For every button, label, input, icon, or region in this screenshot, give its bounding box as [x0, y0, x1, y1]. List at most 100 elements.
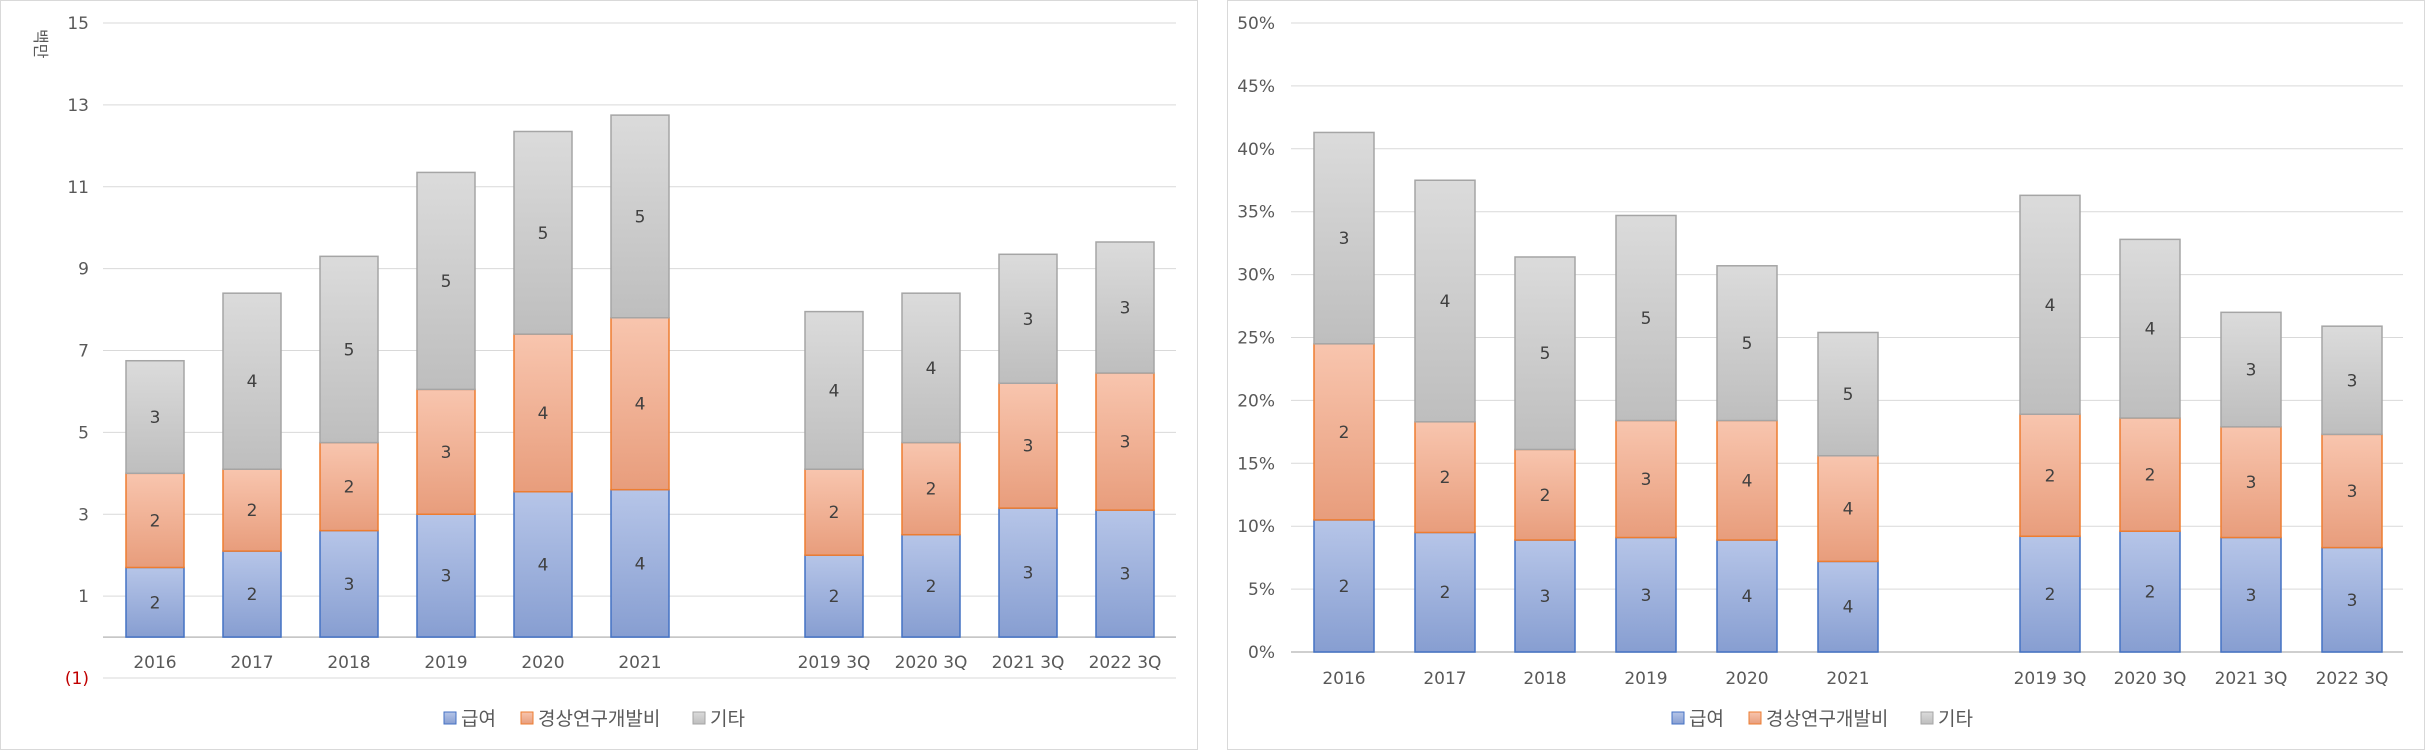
- bar-value-label: 4: [1843, 598, 1854, 618]
- bar-segment: [2019, 535, 2081, 653]
- bar-segment: [1514, 448, 1576, 541]
- bar-segment: [998, 253, 1058, 384]
- left-chart: 15 13 11 9 7 5 3 1 (1) 백만 2 2 3 2016 2 2 4 2017 3 2 5 2018 3 3 5…: [31, 14, 1176, 730]
- bar-segment: [610, 317, 670, 491]
- bar-segment: [1313, 131, 1375, 345]
- bar-segment: [804, 310, 864, 470]
- legend-entry: 기타: [710, 708, 745, 730]
- bar-segment: [416, 388, 476, 515]
- y-tick-label: 30%: [1237, 266, 1275, 286]
- y-tick-label: 45%: [1237, 77, 1275, 97]
- x-tick-label: 2019 3Q: [2014, 669, 2087, 689]
- bar-segment: [416, 171, 476, 391]
- bar-segment: [1716, 539, 1778, 653]
- bar-segment: [1414, 179, 1476, 423]
- bar-segment: [1817, 331, 1879, 457]
- bar-segment: [2019, 194, 2081, 415]
- legend-swatch: [692, 711, 706, 725]
- bar-segment: [1514, 256, 1576, 451]
- legend-entry: 급여: [1689, 708, 1724, 730]
- bar-segment: [125, 472, 185, 569]
- bar-value-label: 3: [441, 443, 452, 463]
- y-tick-label: 1: [78, 587, 89, 607]
- legend-swatch: [520, 711, 534, 725]
- bar-value-label: 3: [1339, 229, 1350, 249]
- bar-value-label: 3: [2347, 591, 2358, 611]
- legend-entry: 급여: [461, 708, 496, 730]
- y-tick-label: 40%: [1237, 140, 1275, 160]
- bar-segment: [1414, 531, 1476, 653]
- x-tick-label: 2021: [618, 653, 661, 673]
- bar-value-label: 4: [247, 372, 258, 392]
- bar-value-label: 5: [538, 224, 549, 244]
- bar-segment: [2220, 311, 2282, 428]
- bar-value-label: 4: [926, 359, 937, 379]
- y-tick-label: 11: [67, 178, 89, 198]
- x-tick-label: 2020 3Q: [2114, 669, 2187, 689]
- bar-value-label: 3: [1540, 587, 1551, 607]
- bar-value-label: 2: [2045, 585, 2056, 605]
- y-tick-label: 35%: [1237, 203, 1275, 223]
- y-tick-label: 25%: [1237, 329, 1275, 349]
- y-tick-label: 50%: [1237, 14, 1275, 34]
- bar-value-label: 2: [150, 593, 161, 613]
- bar-segment: [319, 255, 379, 444]
- bar-segment: [1615, 214, 1677, 422]
- bar-value-label: 4: [635, 554, 646, 574]
- bar-value-label: 2: [247, 501, 258, 521]
- y-tick-label: 10%: [1237, 517, 1275, 537]
- bar-value-label: 2: [150, 511, 161, 531]
- legend-swatch: [1748, 711, 1762, 725]
- y-tick-label: 0%: [1248, 643, 1275, 663]
- bar-value-label: 3: [1120, 565, 1131, 585]
- legend-entry: 기타: [1938, 708, 1973, 730]
- bar-value-label: 2: [2145, 583, 2156, 603]
- bar-segment: [2019, 413, 2081, 538]
- bar-value-label: 2: [829, 587, 840, 607]
- bar-value-label: 5: [344, 340, 355, 360]
- bar-segment: [125, 359, 185, 475]
- bar-segment: [901, 441, 961, 536]
- bar-value-label: 5: [1742, 334, 1753, 354]
- bar-value-label: 5: [441, 272, 452, 292]
- bar-value-label: 3: [2347, 482, 2358, 502]
- y-tick-label: 9: [78, 260, 89, 280]
- x-tick-label: 2021: [1826, 669, 1869, 689]
- bar-segment: [1095, 241, 1155, 374]
- bar-value-label: 2: [1440, 583, 1451, 603]
- x-tick-label: 2019 3Q: [798, 653, 871, 673]
- bar-value-label: 4: [538, 404, 549, 424]
- bar-segment: [1615, 536, 1677, 653]
- bar-segment: [804, 468, 864, 556]
- bar-value-label: 4: [1742, 587, 1753, 607]
- x-tick-label: 2016: [1322, 669, 1365, 689]
- bar-value-label: 4: [538, 555, 549, 575]
- bar-segment: [513, 130, 573, 335]
- x-tick-label: 2017: [1423, 669, 1466, 689]
- bar-value-label: 4: [1843, 500, 1854, 520]
- right-chart: 50% 45% 40% 35% 30% 25% 20% 15% 10% 5% 0% 2 2 3 2016 2 2…: [1237, 14, 2403, 730]
- bar-value-label: 4: [2045, 296, 2056, 316]
- bar-value-label: 2: [1440, 468, 1451, 488]
- x-tick-label: 2022 3Q: [1089, 653, 1162, 673]
- bar-value-label: 3: [2246, 586, 2257, 606]
- bar-segment: [1095, 509, 1155, 638]
- bar-segment: [416, 513, 476, 638]
- bar-value-label: 2: [1339, 577, 1350, 597]
- bar-value-label: 5: [635, 207, 646, 227]
- legend-swatch: [1671, 711, 1685, 725]
- bar-value-label: 3: [1023, 564, 1034, 584]
- bar-value-label: 4: [1440, 292, 1451, 312]
- right-chart-panel: 50% 45% 40% 35% 30% 25% 20% 15% 10% 5% 0% 2 2 3 2016 2 2…: [1227, 0, 2425, 750]
- x-tick-label: 2019: [424, 653, 467, 673]
- left-chart-panel: 15 13 11 9 7 5 3 1 (1) 백만 2 2 3 2016 2 2 4 2017 3 2 5 2018 3 3 5…: [0, 0, 1198, 750]
- bar-value-label: 4: [1742, 471, 1753, 491]
- bar-value-label: 3: [1023, 310, 1034, 330]
- x-tick-label: 2018: [1523, 669, 1566, 689]
- bar-segment: [222, 292, 282, 470]
- bar-value-label: 3: [150, 408, 161, 428]
- bar-value-label: 3: [2347, 371, 2358, 391]
- bar-value-label: 2: [344, 478, 355, 498]
- bar-value-label: 2: [2045, 466, 2056, 486]
- y-tick-label: 13: [67, 96, 89, 116]
